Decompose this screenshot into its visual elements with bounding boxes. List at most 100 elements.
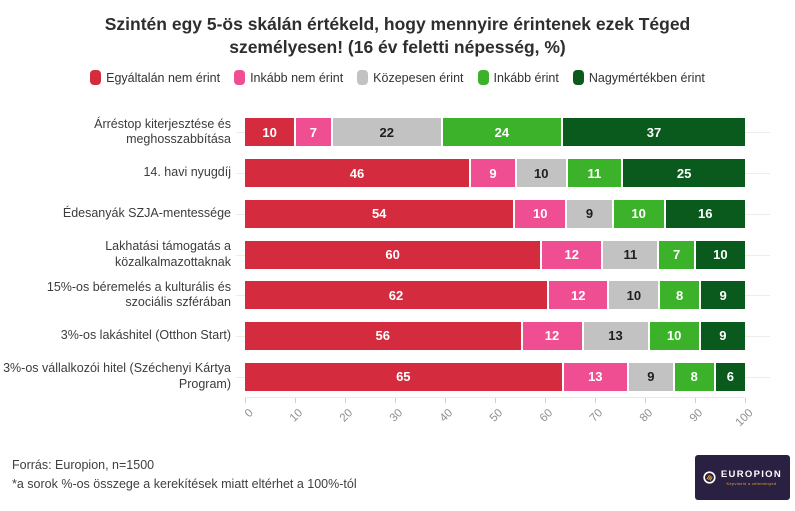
x-axis-tick	[695, 398, 696, 403]
bar-segment: 16	[663, 199, 746, 228]
bar-area: 60 12 11 7 10	[236, 235, 770, 275]
x-axis-tick-label: 0	[242, 407, 256, 421]
x-axis-tick	[745, 398, 746, 403]
bar-segment: 10	[693, 240, 746, 269]
bar-segment: 10	[513, 199, 566, 228]
legend-item: Inkább nem érint	[234, 70, 343, 85]
bar-segment-value: 7	[672, 247, 681, 263]
bar-segment-value: 10	[534, 165, 549, 181]
legend-swatch	[477, 70, 489, 85]
bar-segment-value: 9	[489, 165, 497, 181]
bar-segment: 13	[581, 321, 648, 350]
legend-item: Közepesen érint	[357, 70, 464, 85]
legend-swatch	[90, 70, 102, 85]
x-axis-tick-label: 40	[437, 407, 456, 425]
bar-segment-value: 11	[587, 165, 602, 181]
bar-segment: 7	[657, 240, 694, 269]
bar-segment-value: 10	[626, 287, 642, 303]
chart-row: 14. havi nyugdíj 46 9 10 11 25	[0, 153, 795, 194]
x-axis-tick	[245, 398, 246, 403]
legend-item-label: Nagymértékben érint	[588, 70, 705, 85]
bar-segment: 24	[440, 118, 561, 147]
bar-segment-value: 12	[571, 287, 586, 303]
bar-area: 10 7 22 24 37	[236, 112, 770, 152]
category-label: 3%-os vállalkozói hitel (Széchenyi Kárty…	[3, 361, 231, 391]
bar-segment-value: 22	[379, 124, 394, 140]
stacked-bar: 10 7 22 24 37	[245, 118, 745, 147]
bar-segment-value: 8	[690, 369, 698, 385]
bar-segment: 65	[245, 362, 562, 391]
bar-segment: 8	[672, 362, 714, 391]
legend-swatch	[357, 70, 369, 85]
bar-segment: 10	[611, 199, 664, 228]
bar-segment-value: 62	[388, 287, 404, 303]
bar-segment: 9	[626, 362, 673, 391]
chart-row: 15%-os béremelés a kulturális és szociál…	[0, 275, 795, 316]
stacked-bar: 56 12 13 10 9	[245, 321, 745, 350]
bar-segment-value: 10	[713, 247, 728, 263]
x-axis-tick	[645, 398, 646, 403]
bar-segment-value: 37	[646, 124, 662, 140]
bar-segment-value: 10	[532, 206, 548, 222]
bar-segment-value: 16	[698, 206, 713, 222]
rounding-note: *a sorok %-os összege a kerekítések miat…	[12, 477, 357, 492]
stacked-bar: 60 12 11 7 10	[245, 240, 746, 269]
bar-segment: 8	[658, 281, 700, 310]
x-axis-tick-label: 20	[337, 407, 356, 425]
bar-segment-value: 10	[666, 328, 682, 344]
logo-text: EUROPION Képviseld a véleményed	[721, 469, 782, 486]
bar-segment: 11	[601, 240, 658, 269]
category-label: 15%-os béremelés a kulturális és szociál…	[46, 279, 231, 310]
bar-segment-value: 56	[375, 328, 390, 344]
bar-segment: 54	[245, 199, 514, 228]
x-axis-tick	[595, 398, 596, 403]
bar-segment: 10	[647, 321, 699, 350]
category-label: Édesanyák SZJA-mentessége	[62, 205, 231, 220]
x-axis-tick-label: 50	[487, 407, 506, 425]
stacked-bar: 54 10 9 10 16	[245, 199, 746, 228]
bar-segment: 22	[330, 118, 441, 147]
bar-segment: 10	[245, 118, 295, 147]
legend-item: Egyáltalán nem érint	[90, 70, 220, 85]
x-axis-tick-label: 30	[387, 407, 406, 425]
bar-segment-value: 6	[726, 369, 735, 385]
chart-title: Szintén egy 5-ös skálán értékeld, hogy m…	[104, 14, 691, 58]
chart-row: 3%-os vállalkozói hitel (Széchenyi Kárty…	[0, 356, 795, 397]
bar-segment-value: 8	[676, 287, 684, 303]
bar-segment: 56	[245, 321, 521, 350]
bar-segment-value: 46	[349, 165, 365, 181]
bar-segment-value: 25	[676, 165, 692, 181]
bar-segment-value: 13	[608, 328, 623, 344]
source-note: Forrás: Europion, n=1500	[12, 458, 155, 472]
bar-segment-value: 10	[262, 124, 277, 140]
logo-wordmark: EUROPION	[720, 469, 782, 480]
rows: Árréstop kiterjesztése és meghosszabbítá…	[0, 112, 795, 397]
x-axis: 0 10 20 30 40 50 60 70 80 90 100	[242, 397, 755, 449]
x-axis-tick-label: 100	[733, 407, 756, 430]
category-label: Árréstop kiterjesztése és meghosszabbítá…	[94, 116, 231, 147]
x-axis-tick-label: 70	[587, 407, 606, 425]
bar-segment: 25	[621, 159, 745, 188]
bar-segment-value: 9	[719, 287, 727, 303]
stacked-bar: 65 13 9 8 6	[245, 362, 746, 391]
stacked-bar: 46 9 10 11 25	[245, 159, 745, 188]
bar-segment: 62	[245, 281, 548, 310]
x-axis-tick	[295, 398, 296, 403]
bar-segment: 6	[713, 362, 746, 391]
bar-segment: 12	[540, 240, 602, 269]
legend-item: Nagymértékben érint	[572, 70, 705, 85]
legend-item-label: Egyáltalán nem érint	[106, 70, 221, 85]
chart-row: Lakhatási támogatás a közalkalmazottakna…	[0, 234, 795, 275]
legend: Egyáltalán nem érint Inkább nem érint Köze…	[0, 70, 795, 85]
logo-tagline: Képviseld a véleményed	[726, 481, 777, 486]
bar-segment: 10	[607, 281, 659, 310]
bar-segment: 9	[469, 159, 515, 188]
bar-segment-value: 10	[631, 206, 646, 222]
x-axis-tick-label: 60	[537, 407, 556, 425]
bar-segment: 9	[699, 281, 745, 310]
x-axis-tick-label: 90	[687, 407, 706, 425]
europion-logo: EUROPION Képviseld a véleményed	[695, 455, 790, 500]
bar-segment: 10	[514, 159, 566, 188]
bar-segment-value: 9	[647, 369, 655, 385]
